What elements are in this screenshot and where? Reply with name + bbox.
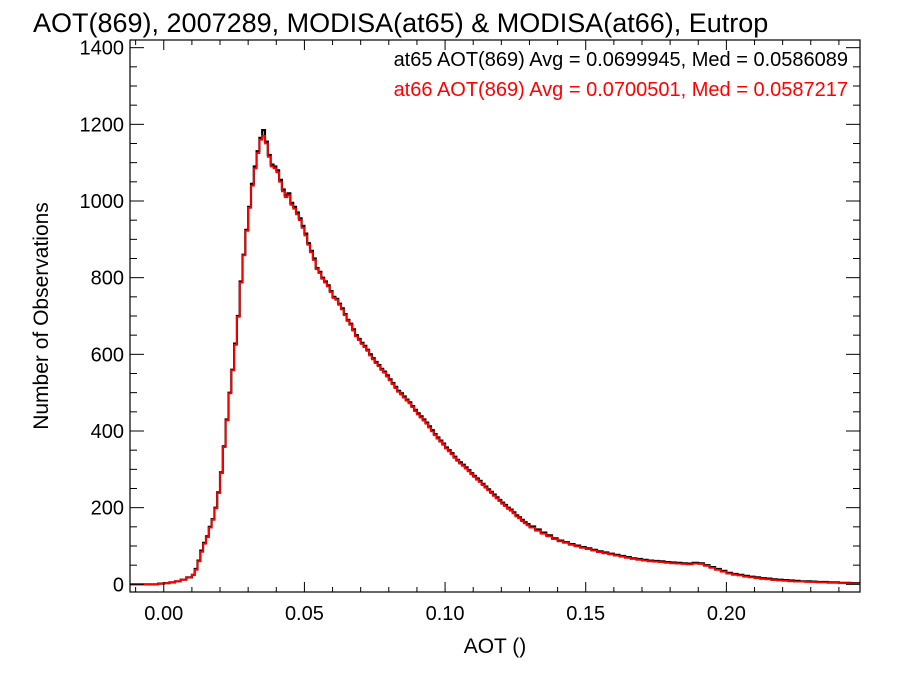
x-tick-label: 0.05 [285, 603, 324, 625]
y-axis-ticks: 0 200 400 600 800 1000 1200 1400 [80, 38, 860, 596]
x-tick-label: 0.15 [566, 603, 605, 625]
series-layer [130, 129, 860, 586]
x-axis-label: AOT () [464, 635, 527, 658]
y-tick-label: 1400 [80, 38, 125, 60]
annotation-at66: at66 AOT(869) Avg = 0.0700501, Med = 0.0… [394, 79, 848, 101]
y-axis-label: Number of Observations [30, 202, 53, 430]
annotation-at65: at65 AOT(869) Avg = 0.0699945, Med = 0.0… [394, 49, 848, 71]
x-tick-label: 0.10 [426, 603, 465, 625]
x-tick-label: 0.20 [707, 603, 746, 625]
series-line-black [130, 129, 860, 586]
y-tick-label: 1200 [80, 114, 125, 136]
y-tick-label: 1000 [80, 191, 125, 213]
series-line-red [130, 134, 860, 586]
y-tick-label: 400 [91, 421, 124, 443]
y-tick-label: 800 [91, 268, 124, 290]
y-tick-label: 600 [91, 344, 124, 366]
x-axis-ticks: 0.00 0.05 0.10 0.15 0.20 [135, 40, 840, 625]
x-tick-label: 0.00 [144, 603, 183, 625]
chart-title: AOT(869), 2007289, MODISA(at65) & MODISA… [33, 8, 768, 38]
y-tick-label: 0 [113, 574, 124, 596]
y-tick-label: 200 [91, 498, 124, 520]
